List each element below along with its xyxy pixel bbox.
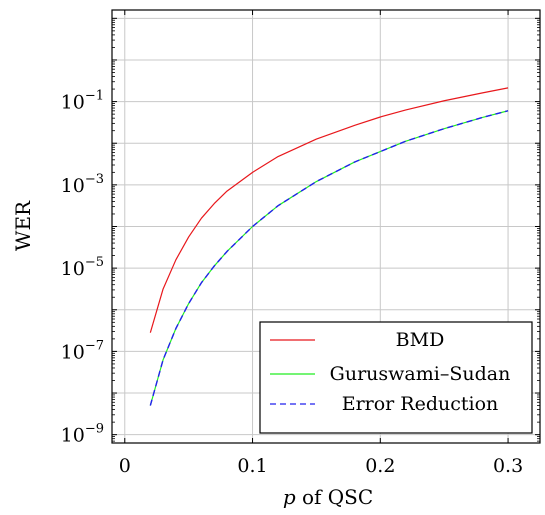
y-tick-label-exponent: −1 (85, 89, 104, 104)
legend: BMD Guruswami–Sudan Error Reduction (259, 321, 533, 434)
y-tick-label: 10−7 (61, 338, 104, 363)
x-tick-label: 0.2 (365, 455, 395, 477)
y-tick-label-base: 10 (61, 341, 85, 363)
y-tick-label-base: 10 (61, 92, 85, 114)
series-line-0 (149, 87, 509, 333)
y-tick-label: 10−3 (61, 172, 104, 197)
y-axis-label: WER (11, 200, 35, 251)
y-tick-label-base: 10 (61, 175, 85, 197)
y-tick-label-base: 10 (61, 258, 85, 280)
x-tick-label: 0.1 (237, 455, 267, 477)
legend-label-0: BMD (396, 329, 445, 351)
x-axis-label-text: of QSC (296, 485, 374, 509)
y-tick-label-exponent: −9 (85, 422, 104, 437)
x-axis-label-variable: p (283, 485, 296, 509)
y-tick-label-exponent: −7 (85, 338, 104, 353)
y-tick-label: 10−1 (61, 89, 104, 114)
tick-labels: 0 0.1 0.2 0.310−110−310−510−710−9 (61, 89, 524, 477)
y-tick-label-base: 10 (61, 425, 85, 447)
y-tick-label-exponent: −5 (85, 255, 104, 270)
legend-label-2: Error Reduction (342, 393, 499, 415)
x-tick-label: 0.3 (493, 455, 523, 477)
x-tick-label: 0 (119, 455, 131, 477)
axis-ticks (112, 10, 540, 443)
y-tick-label: 10−9 (61, 422, 104, 447)
legend-label-1: Guruswami–Sudan (330, 363, 511, 385)
y-tick-label-exponent: −3 (85, 172, 104, 187)
series-line-2 (149, 110, 509, 406)
x-axis-label: p of QSC (283, 485, 373, 509)
series-lines (149, 87, 509, 406)
y-tick-label: 10−5 (61, 255, 104, 280)
